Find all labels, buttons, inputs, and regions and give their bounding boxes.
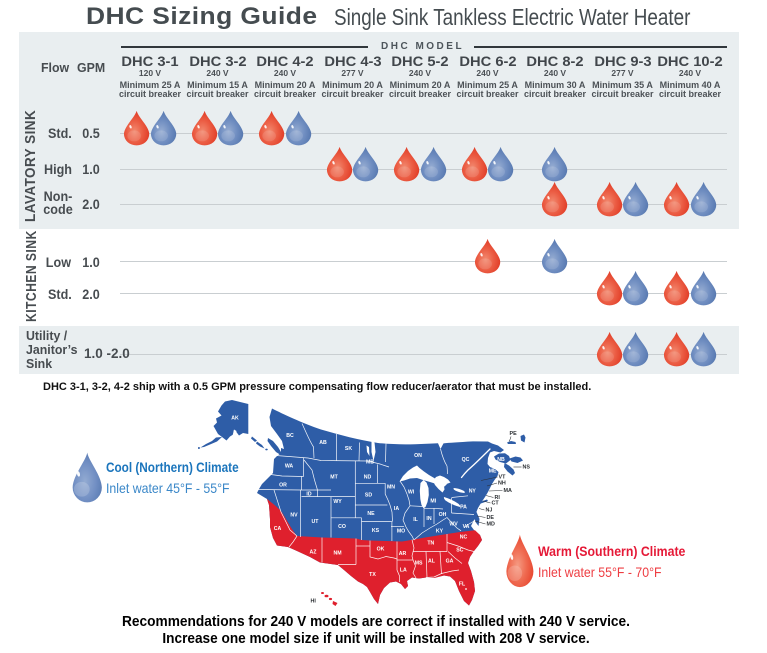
- svg-text:BC: BC: [286, 433, 294, 439]
- svg-text:KY: KY: [436, 529, 444, 535]
- svg-text:AB: AB: [319, 440, 327, 446]
- svg-text:CO: CO: [338, 524, 346, 530]
- svg-text:HI: HI: [311, 599, 317, 605]
- svg-text:WV: WV: [449, 522, 458, 528]
- svg-text:NC: NC: [460, 535, 468, 541]
- svg-text:RI: RI: [495, 495, 501, 501]
- svg-text:IN: IN: [426, 516, 431, 522]
- svg-text:MO: MO: [397, 529, 405, 535]
- svg-text:TN: TN: [427, 541, 434, 547]
- svg-text:OK: OK: [377, 547, 385, 553]
- svg-text:ND: ND: [364, 475, 372, 481]
- svg-text:MS: MS: [415, 561, 423, 567]
- svg-text:WA: WA: [285, 463, 294, 469]
- svg-text:NM: NM: [333, 551, 341, 557]
- svg-text:OH: OH: [439, 512, 447, 518]
- svg-text:AL: AL: [428, 559, 436, 565]
- svg-text:NB: NB: [497, 457, 505, 463]
- svg-text:SC: SC: [456, 548, 463, 554]
- svg-text:ID: ID: [306, 492, 311, 498]
- svg-text:NH: NH: [498, 481, 506, 487]
- svg-text:NE: NE: [367, 511, 375, 517]
- svg-text:NS: NS: [523, 465, 531, 471]
- svg-text:CA: CA: [274, 526, 282, 532]
- svg-text:WI: WI: [408, 490, 415, 496]
- svg-text:DE: DE: [487, 515, 495, 521]
- svg-text:CT: CT: [492, 501, 500, 507]
- svg-text:NJ: NJ: [486, 508, 493, 514]
- svg-text:AK: AK: [231, 416, 239, 422]
- svg-text:PA: PA: [460, 505, 467, 511]
- svg-text:MI: MI: [430, 498, 436, 504]
- svg-text:UT: UT: [312, 519, 320, 525]
- svg-text:QC: QC: [462, 457, 470, 463]
- svg-text:ON: ON: [414, 453, 422, 459]
- svg-text:VT: VT: [499, 475, 507, 481]
- svg-text:IA: IA: [394, 506, 399, 512]
- svg-text:FL: FL: [459, 582, 466, 588]
- svg-text:TX: TX: [369, 572, 376, 578]
- svg-text:LA: LA: [400, 568, 407, 574]
- svg-text:SK: SK: [345, 446, 352, 452]
- svg-text:VA: VA: [463, 524, 470, 530]
- svg-text:SD: SD: [365, 493, 372, 499]
- svg-text:OR: OR: [279, 483, 287, 489]
- svg-text:AZ: AZ: [310, 550, 318, 556]
- svg-text:ME: ME: [489, 468, 497, 474]
- svg-text:MT: MT: [330, 475, 338, 481]
- svg-text:AR: AR: [399, 551, 407, 557]
- svg-text:GA: GA: [446, 559, 454, 565]
- svg-text:KS: KS: [372, 528, 380, 534]
- svg-text:IL: IL: [413, 517, 418, 523]
- svg-text:MA: MA: [504, 488, 512, 494]
- svg-text:NY: NY: [469, 489, 477, 495]
- svg-text:NV: NV: [290, 513, 298, 519]
- svg-text:PE: PE: [510, 431, 518, 437]
- svg-text:WY: WY: [333, 499, 342, 505]
- svg-text:MN: MN: [387, 485, 395, 491]
- svg-text:MB: MB: [366, 460, 374, 466]
- svg-text:MD: MD: [487, 522, 495, 528]
